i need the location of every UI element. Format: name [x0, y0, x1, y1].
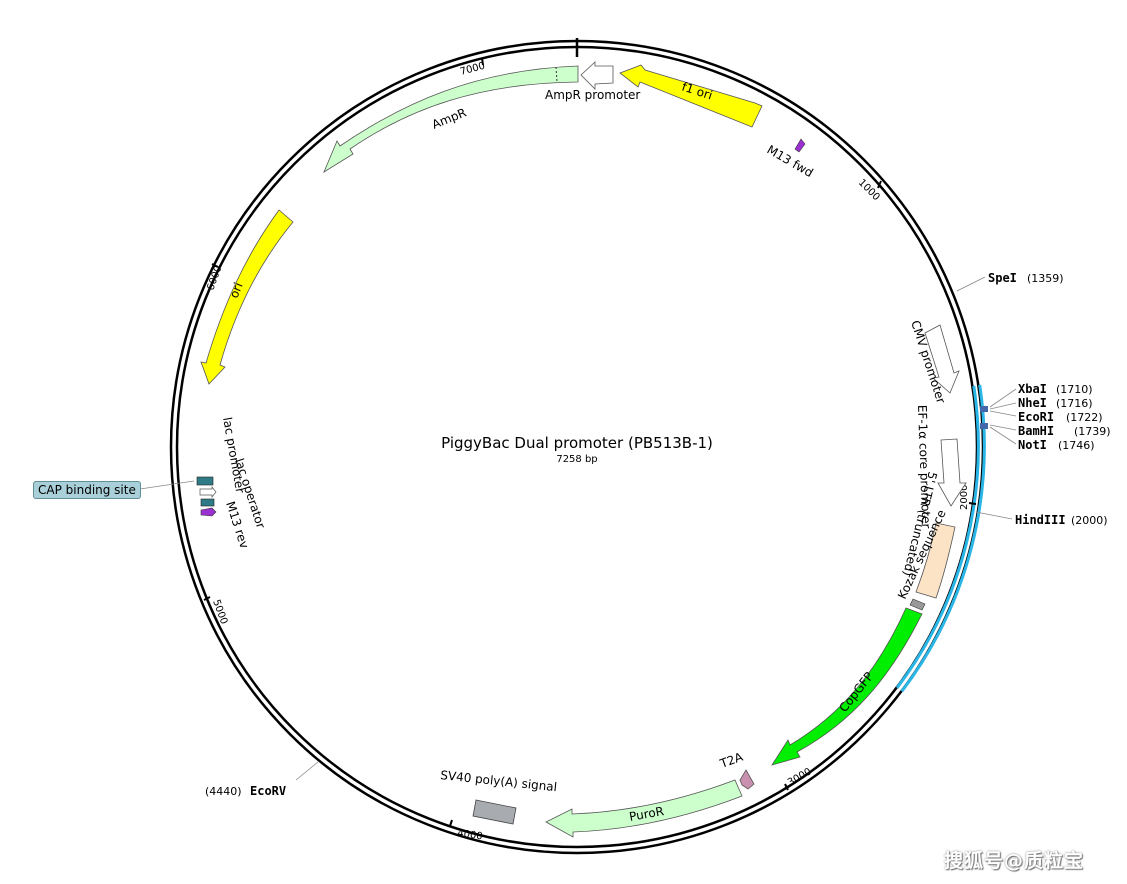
- t2a-marker: [739, 769, 755, 790]
- hindiii-name: HindIII: [1015, 513, 1066, 527]
- ampr-label: AmpR: [430, 105, 468, 131]
- plasmid-title: PiggyBac Dual promoter (PB513B-1): [441, 434, 713, 452]
- cap-binding-site-marker: [196, 476, 214, 486]
- tick-label-1000: 1000: [856, 177, 882, 203]
- insert-region-inner: [895, 385, 980, 689]
- mcs-marker-a: [980, 406, 988, 412]
- ecorv-leader: [295, 761, 319, 781]
- tick-label-6000: 6000: [205, 264, 224, 292]
- ampr-dotted-divider: [555, 66, 558, 83]
- lac-promoter-arrow: [199, 486, 217, 498]
- ampr-promoter-label: AmpR promoter: [545, 88, 640, 102]
- ori-arrow: [200, 209, 294, 385]
- restriction-sites: SpeI (1359) XbaI (1710) NheI (1716) EcoR…: [205, 271, 1111, 798]
- 5ltr-truncated-box: [915, 522, 956, 599]
- m13-fwd-label: M13 fwd: [765, 142, 816, 180]
- bamhi-pos: (1739): [1074, 425, 1111, 438]
- tick-marks: [203, 57, 977, 827]
- kozak-sequence-marker: [909, 598, 926, 611]
- ecori-pos: (1722): [1066, 411, 1103, 424]
- puror-label: PuroR: [628, 804, 665, 824]
- tick-label-4000: 4000: [457, 828, 484, 842]
- puror-arrow: [545, 779, 743, 838]
- spei-leader: [956, 276, 986, 292]
- ecori-name: EcoRI: [1018, 410, 1054, 424]
- ori-label: ori: [227, 280, 246, 300]
- xbai-name: XbaI: [1018, 382, 1047, 396]
- noti-pos: (1746): [1058, 439, 1095, 452]
- tick-label-2000: 2000: [959, 485, 970, 510]
- ecorv-pos: (4440): [205, 785, 242, 798]
- t2a-label: T2A: [717, 749, 745, 771]
- nhei-pos: (1716): [1056, 397, 1093, 410]
- copgfp-arrow: [771, 607, 923, 766]
- mcs-marker-b: [980, 423, 988, 429]
- ef1a-core-promoter-label: EF-1α core promoter: [915, 405, 933, 529]
- ampr-arrow: [323, 65, 579, 174]
- sv40-polya-label: SV40 poly(A) signal: [440, 768, 558, 794]
- m13-fwd-marker: [794, 138, 806, 153]
- f1-ori-arrow: [619, 64, 763, 128]
- xbai-pos: (1710): [1056, 383, 1093, 396]
- cap-binding-site-label: CAP binding site: [33, 481, 141, 499]
- plasmid-length: 7258 bp: [556, 454, 597, 465]
- ampr-promoter-arrow: [580, 61, 614, 90]
- lac-operator-marker: [200, 498, 215, 507]
- watermark: 搜狐号@质粒宝: [944, 850, 1085, 872]
- spei-name: SpeI: [988, 271, 1017, 285]
- ef1a-core-promoter-arrow: [937, 438, 967, 507]
- hindiii-pos: (2000): [1071, 514, 1108, 527]
- noti-name: NotI: [1018, 438, 1047, 452]
- lac-promoter-label: lac promoter: [220, 416, 247, 494]
- nhei-name: NheI: [1018, 396, 1047, 410]
- hindiii-leader: [975, 511, 1013, 520]
- m13-rev-marker: [200, 507, 217, 517]
- ecorv-name: EcoRV: [250, 784, 286, 798]
- cmv-promoter-arrow: [924, 324, 960, 394]
- cap-leader-line: [139, 480, 195, 490]
- sv40-polya-box: [472, 799, 517, 825]
- spei-pos: (1359): [1027, 272, 1064, 285]
- bamhi-name: BamHI: [1018, 424, 1054, 438]
